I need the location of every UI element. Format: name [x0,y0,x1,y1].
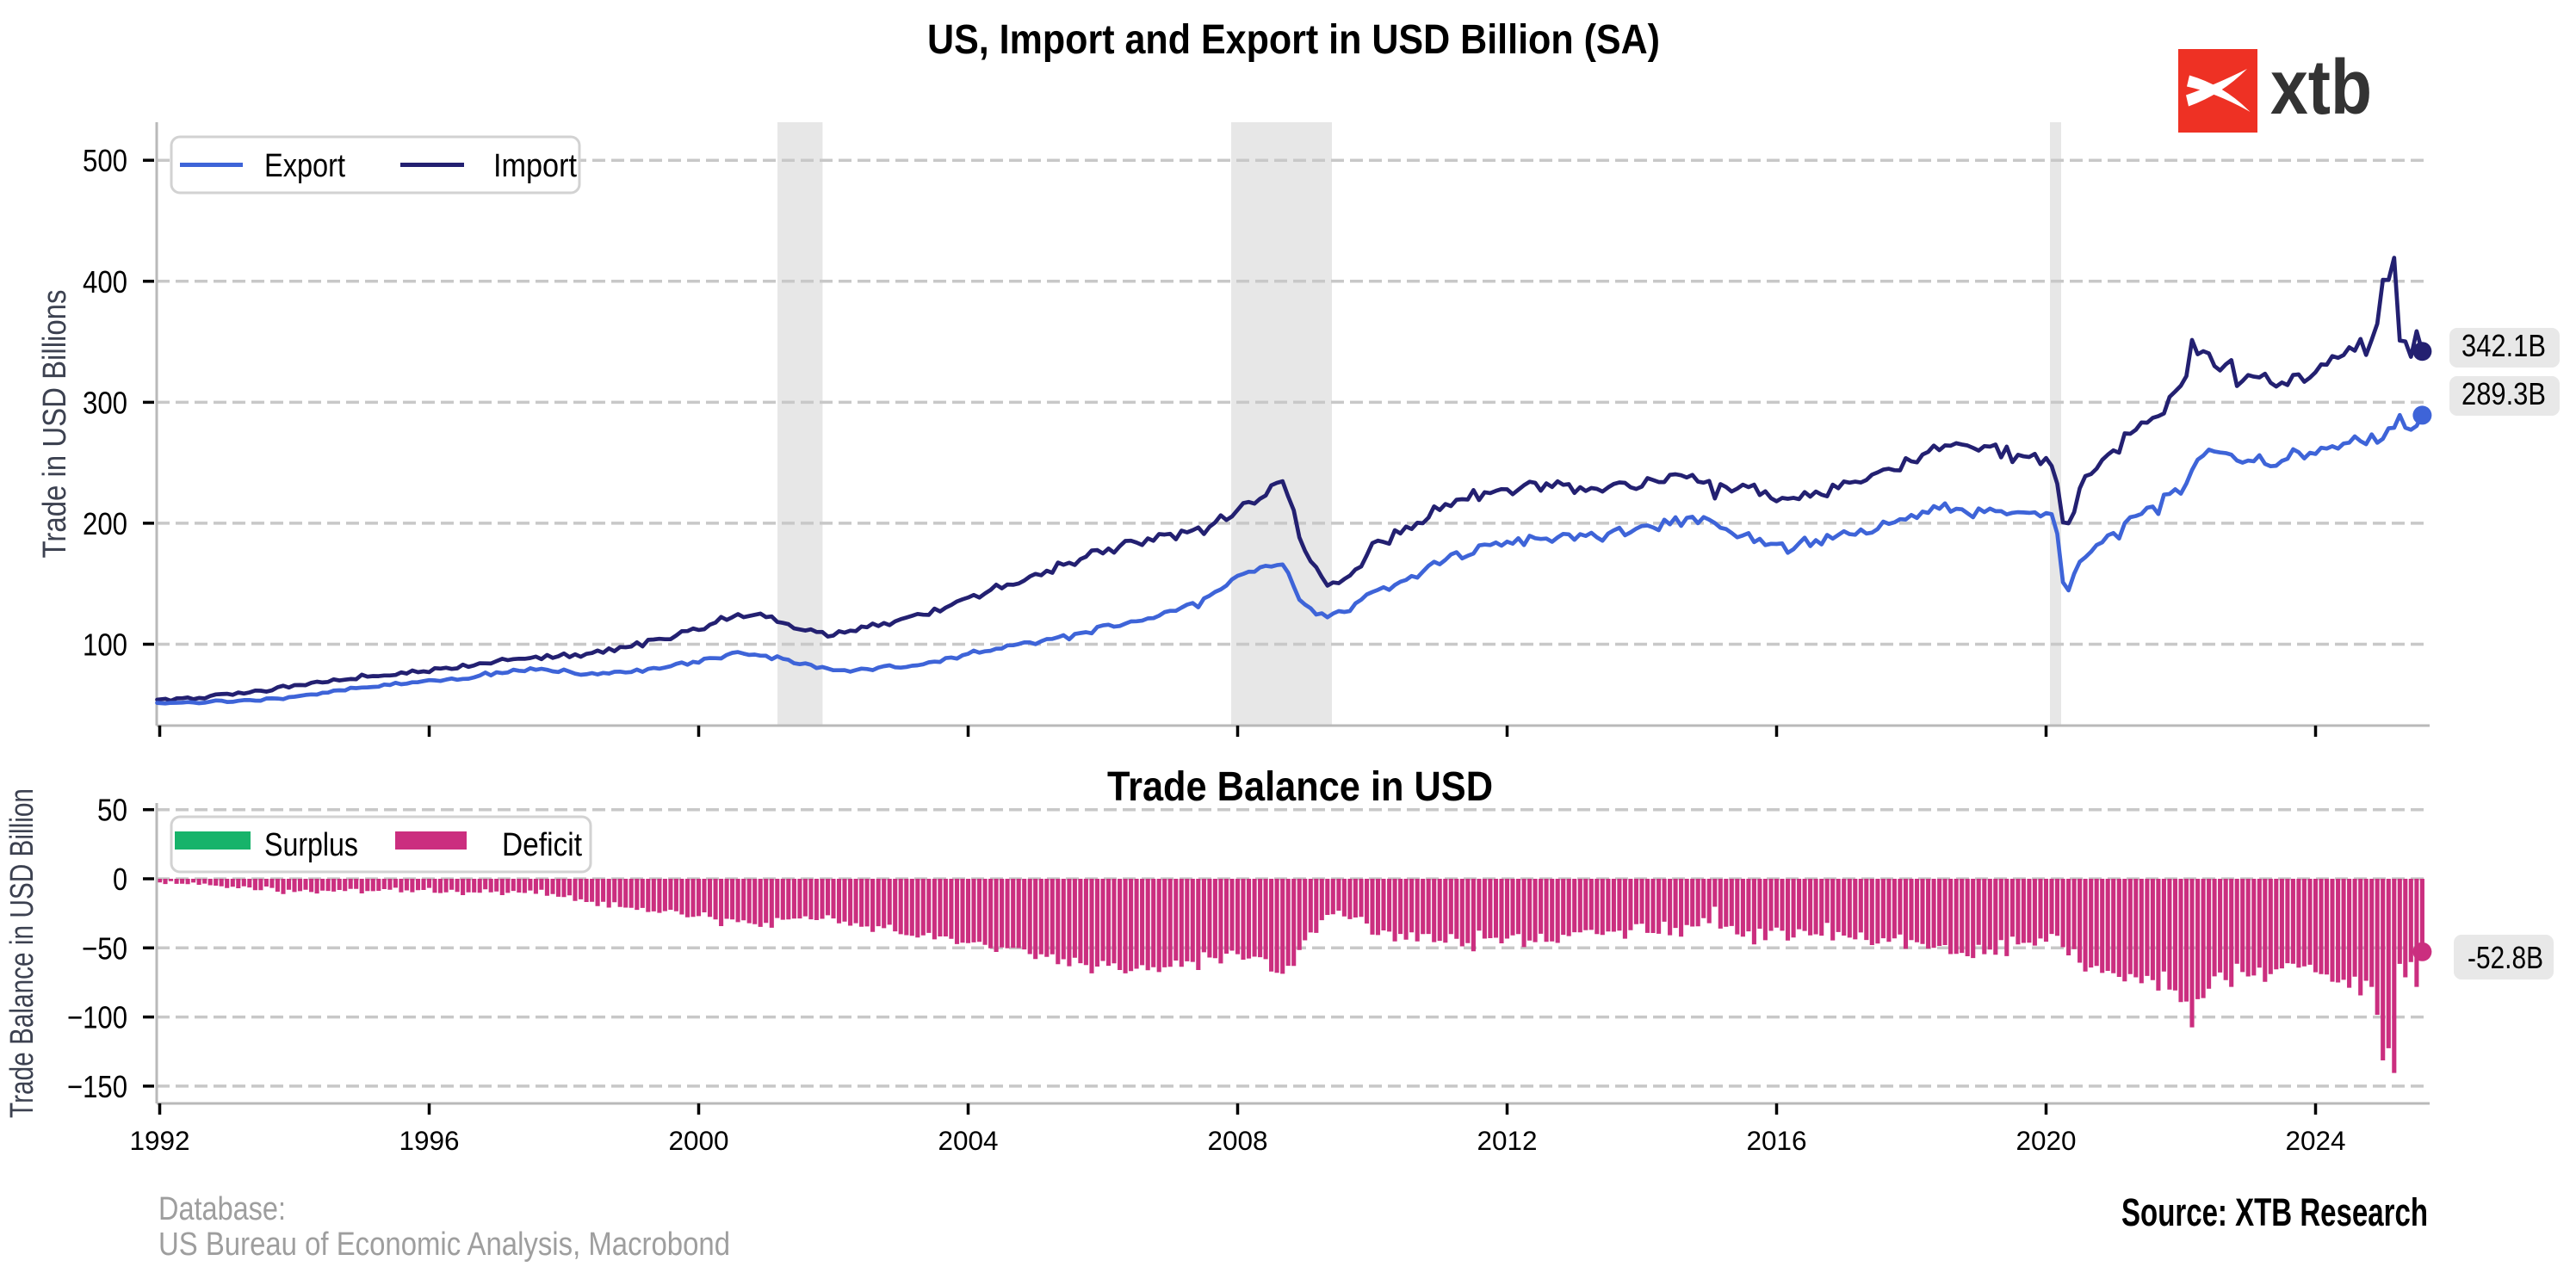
svg-text:2012: 2012 [1477,1125,1538,1156]
svg-text:400: 400 [83,264,127,300]
svg-text:100: 100 [83,627,127,663]
svg-text:342.1B: 342.1B [2461,328,2546,363]
svg-text:2024: 2024 [2286,1125,2346,1156]
svg-text:300: 300 [83,385,127,420]
svg-text:Trade Balance in USD: Trade Balance in USD [1107,764,1493,810]
svg-text:2016: 2016 [1747,1125,1807,1156]
svg-text:US Bureau of Economic Analysis: US Bureau of Economic Analysis, Macrobon… [158,1226,730,1263]
svg-text:Surplus: Surplus [264,827,358,863]
svg-text:500: 500 [83,143,127,178]
svg-text:2004: 2004 [938,1125,999,1156]
svg-text:2000: 2000 [669,1125,729,1156]
svg-text:200: 200 [83,506,127,541]
svg-text:US, Import and Export in USD B: US, Import and Export in USD Billion (SA… [927,17,1660,63]
svg-text:Source: XTB Research: Source: XTB Research [2121,1190,2428,1234]
svg-text:xtb: xtb [2270,45,2372,131]
svg-text:1992: 1992 [130,1125,190,1156]
svg-text:Trade in USD Billions: Trade in USD Billions [37,290,73,559]
svg-text:Import: Import [493,148,577,184]
svg-text:Database:: Database: [158,1191,286,1227]
svg-text:-52.8B: -52.8B [2468,940,2543,975]
svg-text:Trade Balance in USD Billion: Trade Balance in USD Billion [4,788,40,1118]
svg-text:−150: −150 [67,1069,127,1104]
svg-text:50: 50 [97,793,127,828]
svg-text:Export: Export [264,148,345,184]
svg-text:−100: −100 [67,1000,127,1035]
svg-text:2020: 2020 [2016,1125,2077,1156]
svg-text:289.3B: 289.3B [2461,376,2546,411]
svg-text:2008: 2008 [1208,1125,1268,1156]
svg-text:1996: 1996 [399,1125,460,1156]
svg-text:Deficit: Deficit [502,827,582,863]
svg-text:0: 0 [113,862,127,897]
svg-text:−50: −50 [82,930,127,966]
